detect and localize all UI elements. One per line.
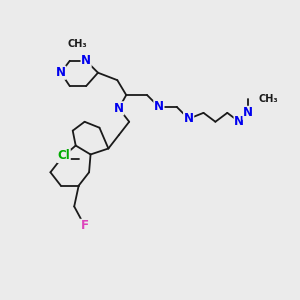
Text: N: N: [56, 66, 66, 79]
Text: N: N: [81, 54, 91, 67]
Text: Cl: Cl: [57, 149, 70, 162]
Text: N: N: [234, 115, 244, 128]
Text: CH₃: CH₃: [259, 94, 278, 104]
Text: F: F: [81, 219, 88, 232]
Text: CH₃: CH₃: [68, 40, 87, 50]
Text: N: N: [243, 106, 253, 119]
Text: N: N: [184, 112, 194, 125]
Text: N: N: [154, 100, 164, 113]
Text: N: N: [114, 102, 124, 115]
